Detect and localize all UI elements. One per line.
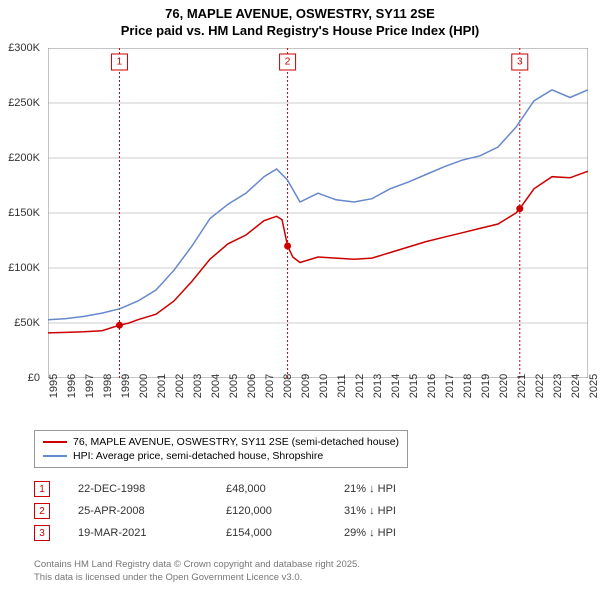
svg-text:2: 2 xyxy=(285,57,291,68)
legend-label: HPI: Average price, semi-detached house,… xyxy=(73,450,323,462)
x-tick-label: 2010 xyxy=(318,374,330,398)
y-tick-label: £50K xyxy=(14,317,40,329)
y-axis: £0£50K£100K£150K£200K£250K£300K xyxy=(0,48,44,378)
x-tick-label: 2023 xyxy=(552,374,564,398)
event-date: 19-MAR-2021 xyxy=(78,527,198,539)
event-num-box: 3 xyxy=(34,525,50,541)
y-tick-label: £100K xyxy=(8,262,40,274)
x-tick-label: 2021 xyxy=(516,374,528,398)
legend: 76, MAPLE AVENUE, OSWESTRY, SY11 2SE (se… xyxy=(34,430,408,468)
legend-swatch xyxy=(43,455,67,457)
x-tick-label: 2003 xyxy=(192,374,204,398)
x-tick-label: 2016 xyxy=(426,374,438,398)
event-date: 22-DEC-1998 xyxy=(78,483,198,495)
x-tick-label: 1998 xyxy=(102,374,114,398)
attribution-line-2: This data is licensed under the Open Gov… xyxy=(34,572,360,584)
x-tick-label: 2025 xyxy=(588,374,600,398)
x-tick-label: 2024 xyxy=(570,374,582,398)
x-tick-label: 2022 xyxy=(534,374,546,398)
x-tick-label: 2008 xyxy=(282,374,294,398)
legend-label: 76, MAPLE AVENUE, OSWESTRY, SY11 2SE (se… xyxy=(73,436,399,448)
event-delta: 29% ↓ HPI xyxy=(344,527,396,539)
x-tick-label: 1997 xyxy=(84,374,96,398)
x-tick-label: 2012 xyxy=(354,374,366,398)
plot-area: 1 2 3 xyxy=(48,48,588,378)
events-table: 1 22-DEC-1998 £48,000 21% ↓ HPI 2 25-APR-2008… xyxy=(34,478,396,544)
attribution: Contains HM Land Registry data © Crown c… xyxy=(34,559,360,584)
x-tick-label: 2001 xyxy=(156,374,168,398)
y-tick-label: £0 xyxy=(28,372,40,384)
x-tick-label: 2004 xyxy=(210,374,222,398)
x-tick-label: 2000 xyxy=(138,374,150,398)
svg-text:3: 3 xyxy=(517,57,523,68)
x-tick-label: 2011 xyxy=(336,374,348,398)
x-tick-label: 2006 xyxy=(246,374,258,398)
event-num-box: 1 xyxy=(34,481,50,497)
y-tick-label: £150K xyxy=(8,207,40,219)
title-line-2: Price paid vs. HM Land Registry's House … xyxy=(0,23,600,40)
x-tick-label: 1999 xyxy=(120,374,132,398)
x-tick-label: 2002 xyxy=(174,374,186,398)
x-tick-label: 2007 xyxy=(264,374,276,398)
event-date: 25-APR-2008 xyxy=(78,505,198,517)
legend-item: 76, MAPLE AVENUE, OSWESTRY, SY11 2SE (se… xyxy=(43,435,399,449)
legend-item: HPI: Average price, semi-detached house,… xyxy=(43,449,399,463)
event-row: 3 19-MAR-2021 £154,000 29% ↓ HPI xyxy=(34,522,396,544)
chart-container: 76, MAPLE AVENUE, OSWESTRY, SY11 2SE Pri… xyxy=(0,0,600,590)
x-tick-label: 2005 xyxy=(228,374,240,398)
event-row: 2 25-APR-2008 £120,000 31% ↓ HPI xyxy=(34,500,396,522)
x-tick-label: 2009 xyxy=(300,374,312,398)
event-price: £120,000 xyxy=(226,505,316,517)
x-tick-label: 2020 xyxy=(498,374,510,398)
chart-title: 76, MAPLE AVENUE, OSWESTRY, SY11 2SE Pri… xyxy=(0,0,600,40)
legend-swatch xyxy=(43,441,67,443)
event-delta: 31% ↓ HPI xyxy=(344,505,396,517)
x-tick-label: 2015 xyxy=(408,374,420,398)
event-price: £154,000 xyxy=(226,527,316,539)
svg-text:1: 1 xyxy=(117,57,123,68)
x-tick-label: 2017 xyxy=(444,374,456,398)
event-price: £48,000 xyxy=(226,483,316,495)
event-delta: 21% ↓ HPI xyxy=(344,483,396,495)
title-line-1: 76, MAPLE AVENUE, OSWESTRY, SY11 2SE xyxy=(0,6,600,23)
x-tick-label: 1995 xyxy=(48,374,60,398)
y-tick-label: £300K xyxy=(8,42,40,54)
x-tick-label: 2014 xyxy=(390,374,402,398)
x-tick-label: 1996 xyxy=(66,374,78,398)
x-axis: 1995199619971998199920002001200220032004… xyxy=(48,382,588,428)
event-row: 1 22-DEC-1998 £48,000 21% ↓ HPI xyxy=(34,478,396,500)
y-tick-label: £200K xyxy=(8,152,40,164)
x-tick-label: 2013 xyxy=(372,374,384,398)
x-tick-label: 2019 xyxy=(480,374,492,398)
x-tick-label: 2018 xyxy=(462,374,474,398)
y-tick-label: £250K xyxy=(8,97,40,109)
attribution-line-1: Contains HM Land Registry data © Crown c… xyxy=(34,559,360,571)
chart-svg: 1 2 3 xyxy=(48,48,588,378)
event-num-box: 2 xyxy=(34,503,50,519)
